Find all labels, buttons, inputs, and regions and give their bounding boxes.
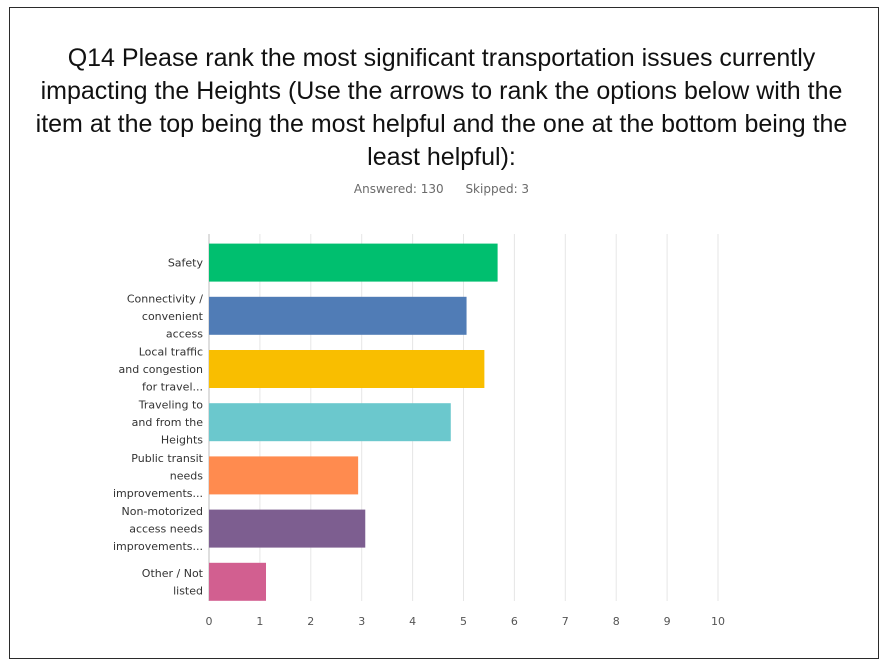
x-tick-label: 3 <box>358 615 365 628</box>
bar <box>209 296 467 335</box>
category-label: Public transit <box>131 452 203 465</box>
category-label: improvements... <box>113 487 203 500</box>
x-tick-label: 1 <box>256 615 263 628</box>
bar <box>209 456 359 495</box>
response-stats: Answered: 130 Skipped: 3 <box>0 182 883 196</box>
x-tick-label: 8 <box>613 615 620 628</box>
bar <box>209 509 366 548</box>
x-tick-label: 2 <box>307 615 314 628</box>
category-label: and congestion <box>119 363 204 376</box>
category-label: access needs <box>129 523 203 536</box>
x-tick-label: 0 <box>206 615 213 628</box>
category-label: improvements... <box>113 540 203 553</box>
question-title: Q14 Please rank the most significant tra… <box>0 42 883 174</box>
question-title-line: least helpful): <box>367 143 516 171</box>
question-title-line: impacting the Heights (Use the arrows to… <box>40 77 843 105</box>
category-label: Connectivity / <box>127 292 203 305</box>
x-tick-label: 5 <box>460 615 467 628</box>
category-label: Traveling to <box>138 399 204 412</box>
question-title-line: Q14 Please rank the most significant tra… <box>67 44 816 72</box>
bar <box>209 243 498 282</box>
category-label: Safety <box>168 257 204 270</box>
bar <box>209 403 451 442</box>
category-label: listed <box>173 585 203 598</box>
category-label: Non-motorized <box>122 505 204 518</box>
category-label: for travel... <box>142 381 203 394</box>
category-label: Other / Not <box>142 567 204 580</box>
category-label: needs <box>170 469 203 482</box>
x-tick-label: 6 <box>511 615 518 628</box>
x-tick-label: 7 <box>562 615 569 628</box>
x-tick-label: 4 <box>409 615 416 628</box>
answered-count: Answered: 130 <box>353 182 444 196</box>
x-tick-label: 10 <box>711 615 725 628</box>
question-title-line: item at the top being the most helpful a… <box>35 110 848 138</box>
category-label: Local traffic <box>139 346 203 359</box>
category-label: convenient <box>142 310 204 323</box>
skipped-count: Skipped: 3 <box>465 182 530 196</box>
category-label: and from the <box>132 416 204 429</box>
bar <box>209 562 267 601</box>
bar <box>209 350 485 388</box>
x-tick-label: 9 <box>664 615 671 628</box>
category-label: access <box>166 327 203 340</box>
category-label: Heights <box>161 434 203 447</box>
